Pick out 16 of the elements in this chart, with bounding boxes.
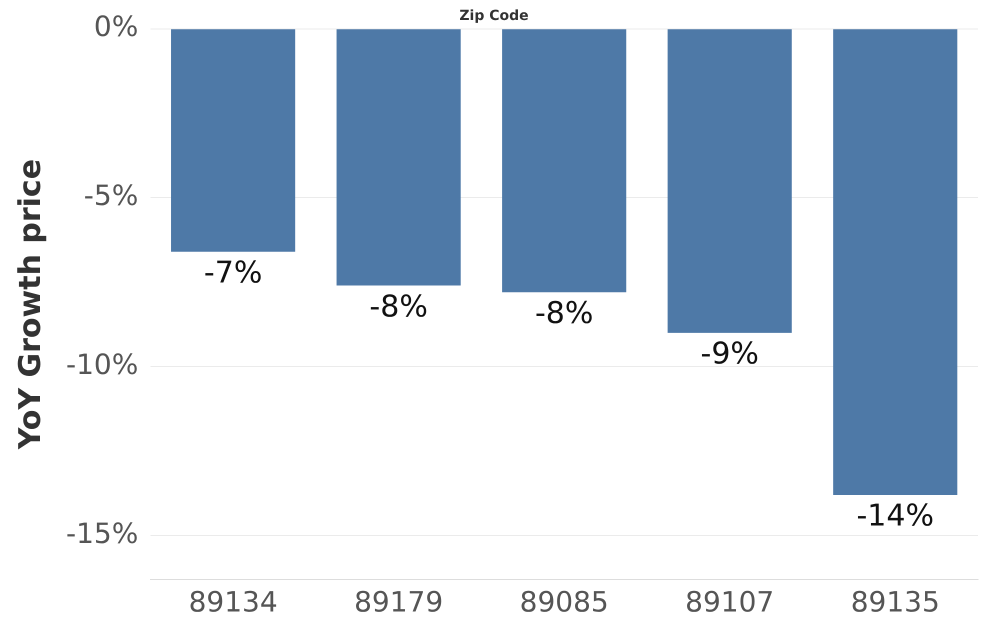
- y-tick-label: -5%: [84, 178, 138, 212]
- data-label: -8%: [534, 296, 594, 332]
- data-label: -9%: [700, 336, 759, 372]
- x-tick-label: 89135: [850, 585, 940, 618]
- x-axis-title: Zip Code: [459, 8, 529, 24]
- y-tick-label: 0%: [94, 10, 138, 44]
- x-tick-label: 89107: [685, 585, 774, 618]
- data-label: -7%: [204, 256, 262, 291]
- x-tick-label: 89134: [188, 585, 278, 618]
- data-label: -8%: [369, 289, 428, 324]
- x-tick-label: 89179: [354, 585, 444, 618]
- data-label: -14%: [856, 498, 934, 534]
- y-tick-label: -15%: [66, 516, 138, 550]
- y-tick-label: -10%: [66, 348, 138, 381]
- y-axis-title: YoY Growth price: [12, 158, 48, 450]
- x-tick-label: 89085: [520, 585, 609, 618]
